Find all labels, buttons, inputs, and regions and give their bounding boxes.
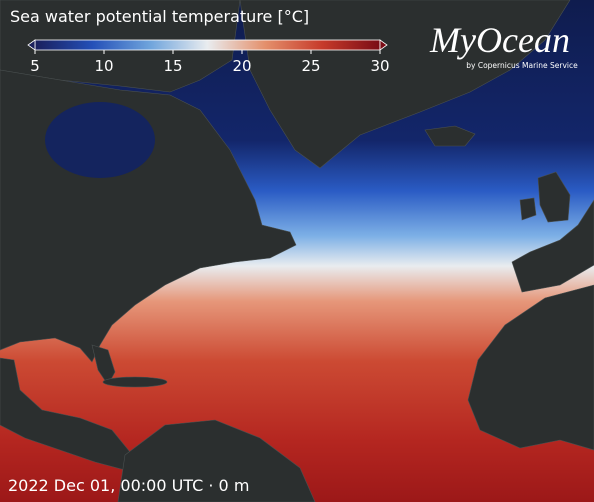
- logo-title: MyOcean: [429, 20, 570, 60]
- land: [117, 419, 316, 502]
- land: [511, 199, 594, 293]
- logo-subtitle: by Copernicus Marine Service: [466, 61, 578, 70]
- colorbar-extend: [27, 39, 36, 51]
- land: [102, 376, 168, 388]
- land: [519, 197, 537, 221]
- land: [537, 171, 571, 223]
- colorbar-bar: [34, 39, 381, 51]
- hudson-bay: [45, 102, 155, 178]
- colorbar-tick-label: 20: [232, 57, 251, 75]
- colorbar-extend: [379, 39, 388, 51]
- land: [467, 284, 594, 451]
- colorbar-tick-label: 25: [301, 57, 320, 75]
- land: [424, 125, 476, 147]
- colorbar: 5 10 15 20 25 30: [27, 39, 390, 75]
- colorbar-tick-label: 30: [370, 57, 389, 75]
- colorbar-tick-label: 5: [30, 57, 40, 75]
- colorbar-tick-label: 10: [94, 57, 113, 75]
- footer: 2022 Dec 01, 00:00 UTC · 0 m: [8, 476, 249, 495]
- colorbar-tick-label: 15: [163, 57, 182, 75]
- title: Sea water potential temperature [°C]: [10, 7, 309, 26]
